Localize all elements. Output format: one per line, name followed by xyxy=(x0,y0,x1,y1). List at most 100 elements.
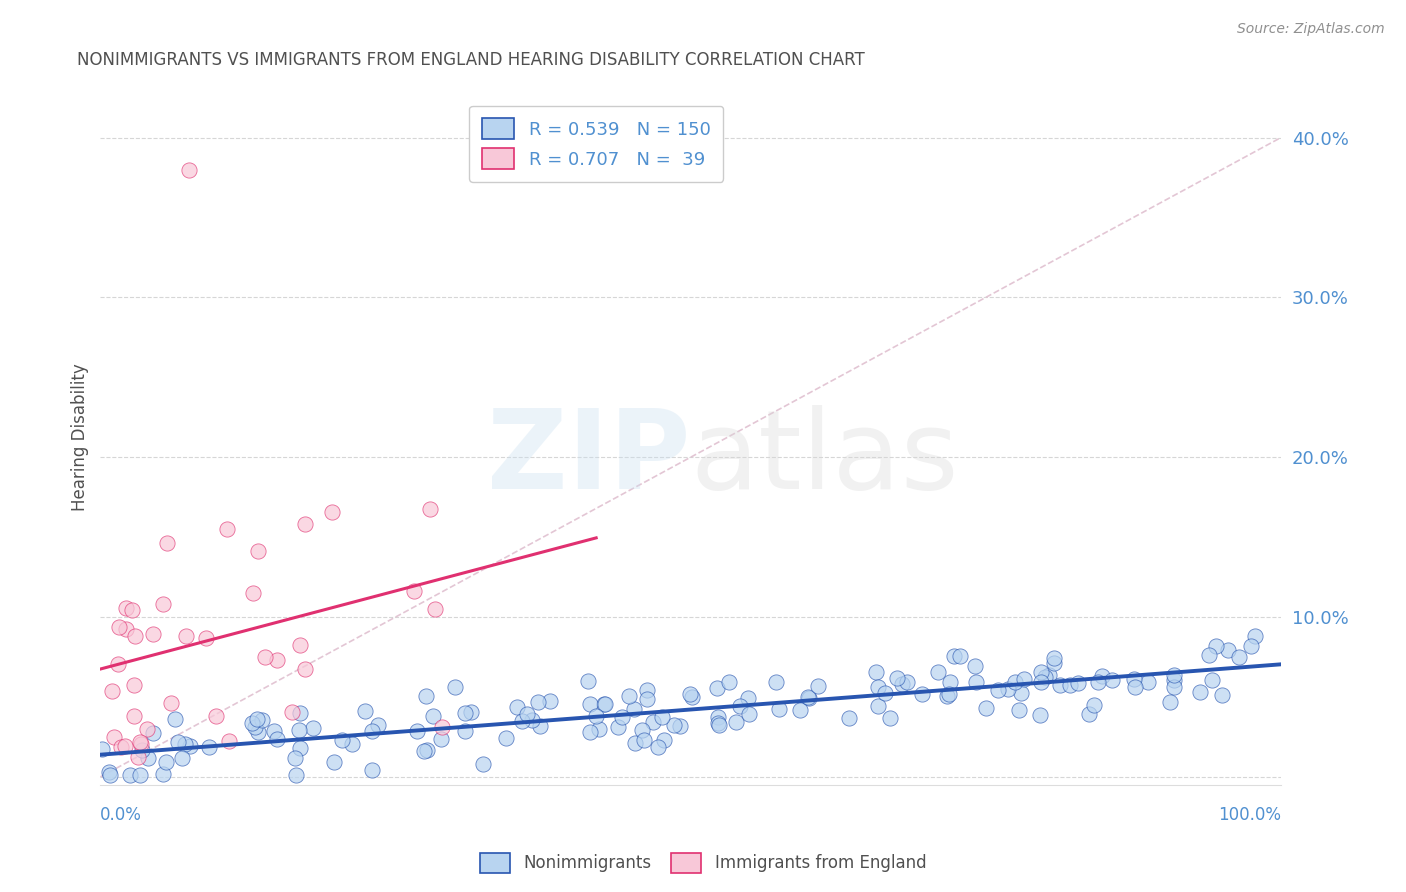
Legend: Nonimmigrants, Immigrants from England: Nonimmigrants, Immigrants from England xyxy=(474,847,932,880)
Point xyxy=(1087,675,1109,690)
Point xyxy=(668,718,690,732)
Point xyxy=(1029,708,1052,723)
Point xyxy=(290,741,312,756)
Point xyxy=(1163,673,1185,687)
Point xyxy=(152,766,174,780)
Point xyxy=(98,768,121,782)
Point xyxy=(253,649,276,664)
Point xyxy=(142,627,165,641)
Point xyxy=(965,659,987,673)
Point xyxy=(866,698,889,713)
Point xyxy=(322,756,344,770)
Point xyxy=(263,723,285,738)
Point xyxy=(174,629,197,643)
Point xyxy=(415,689,437,703)
Point xyxy=(218,734,240,748)
Point xyxy=(1201,673,1223,687)
Point xyxy=(127,749,149,764)
Point xyxy=(1163,668,1185,682)
Point xyxy=(647,739,669,754)
Point xyxy=(631,723,654,738)
Point xyxy=(606,720,628,734)
Point xyxy=(1101,673,1123,687)
Point xyxy=(429,732,451,747)
Point xyxy=(91,742,114,756)
Point xyxy=(1029,665,1052,679)
Point xyxy=(1123,672,1146,686)
Point xyxy=(949,648,972,663)
Legend: R = 0.539   N = 150, R = 0.707   N =  39: R = 0.539 N = 150, R = 0.707 N = 39 xyxy=(470,105,723,182)
Point xyxy=(1136,674,1159,689)
Point xyxy=(204,709,226,723)
Point xyxy=(1059,678,1081,692)
Point xyxy=(495,731,517,746)
Point xyxy=(707,710,730,724)
Point xyxy=(728,699,751,714)
Point xyxy=(1012,672,1035,686)
Point xyxy=(662,717,685,731)
Point xyxy=(155,756,177,770)
Point xyxy=(610,710,633,724)
Point xyxy=(179,739,201,753)
Point xyxy=(118,768,141,782)
Point xyxy=(152,597,174,611)
Point xyxy=(709,718,731,732)
Point xyxy=(706,681,728,695)
Point xyxy=(592,698,614,712)
Point xyxy=(454,706,477,720)
Point xyxy=(1218,643,1240,657)
Point xyxy=(1049,678,1071,692)
Point xyxy=(1091,669,1114,683)
Point xyxy=(724,714,747,729)
Point xyxy=(651,710,673,724)
Point xyxy=(122,709,145,723)
Point xyxy=(142,726,165,740)
Point xyxy=(1029,675,1052,690)
Point xyxy=(165,712,187,726)
Point xyxy=(1043,656,1066,670)
Point xyxy=(538,694,561,708)
Point xyxy=(579,725,602,739)
Point xyxy=(797,690,820,704)
Point xyxy=(131,737,153,751)
Text: ZIP: ZIP xyxy=(488,405,690,512)
Point xyxy=(1123,680,1146,694)
Point xyxy=(1211,688,1233,702)
Point xyxy=(1205,640,1227,654)
Point xyxy=(768,702,790,716)
Point xyxy=(129,768,152,782)
Point xyxy=(167,734,190,748)
Point xyxy=(121,603,143,617)
Point xyxy=(652,733,675,747)
Point xyxy=(593,697,616,711)
Point xyxy=(623,702,645,716)
Point xyxy=(246,712,269,726)
Point xyxy=(1038,668,1060,682)
Point xyxy=(789,703,811,717)
Point xyxy=(879,711,901,725)
Point xyxy=(246,543,269,558)
Point xyxy=(110,739,132,754)
Point xyxy=(444,680,467,694)
Point xyxy=(243,720,266,734)
Point xyxy=(1083,698,1105,713)
Text: Source: ZipAtlas.com: Source: ZipAtlas.com xyxy=(1237,22,1385,37)
Point xyxy=(103,730,125,744)
Point xyxy=(1067,675,1090,690)
Point xyxy=(284,768,307,782)
Point xyxy=(250,713,273,727)
Point xyxy=(868,681,890,695)
Point xyxy=(266,653,288,667)
Point xyxy=(174,737,197,751)
Point xyxy=(419,502,441,516)
Point xyxy=(160,696,183,710)
Point xyxy=(579,698,602,712)
Point xyxy=(342,737,364,751)
Point xyxy=(177,162,200,177)
Point xyxy=(526,694,548,708)
Point xyxy=(108,620,131,634)
Point xyxy=(115,600,138,615)
Point xyxy=(807,679,830,693)
Point xyxy=(361,723,384,738)
Point xyxy=(679,687,702,701)
